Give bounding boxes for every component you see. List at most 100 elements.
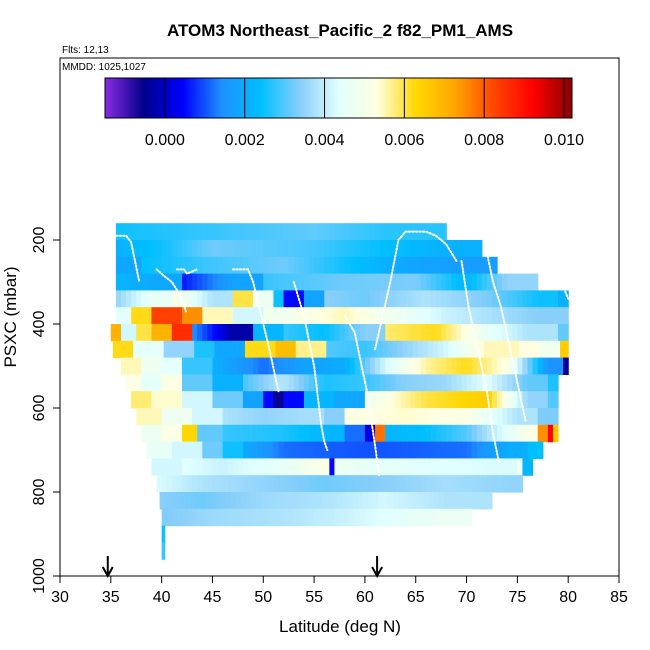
heatmap-cell xyxy=(451,324,457,342)
heatmap-cell xyxy=(415,391,422,409)
heatmap-cell xyxy=(166,408,173,426)
heatmap-cell xyxy=(446,475,452,493)
heatmap-cell xyxy=(497,290,503,308)
heatmap-cell xyxy=(517,324,524,342)
heatmap-cell xyxy=(224,340,231,359)
heatmap-cell xyxy=(227,324,234,342)
heatmap-cell xyxy=(197,273,203,291)
heatmap-cell xyxy=(237,475,244,493)
heatmap-cell xyxy=(190,492,196,510)
heatmap-cell xyxy=(385,256,391,275)
heatmap-cell xyxy=(380,223,386,241)
heatmap-cell xyxy=(339,357,346,375)
heatmap-cell xyxy=(502,374,508,392)
heatmap-cell xyxy=(344,458,351,476)
x-tick-label: 70 xyxy=(458,589,476,606)
heatmap-cell xyxy=(491,324,498,342)
heatmap-cell xyxy=(242,256,249,275)
heatmap-cell xyxy=(248,324,254,342)
heatmap-cell xyxy=(334,324,341,342)
heatmap-cell xyxy=(359,290,366,308)
heatmap-cell xyxy=(547,307,554,325)
heatmap-cell xyxy=(537,441,544,459)
heatmap-cell xyxy=(217,357,224,375)
heatmap-cell xyxy=(192,324,198,342)
heatmap-cell xyxy=(405,475,412,493)
heatmap-cell xyxy=(461,508,468,527)
heatmap-cell xyxy=(436,273,442,291)
heatmap-cell xyxy=(527,391,534,409)
heatmap-cell xyxy=(232,374,239,392)
heatmap-cell xyxy=(390,273,396,291)
heatmap-cell xyxy=(488,340,495,359)
y-tick-label: 800 xyxy=(31,479,48,506)
heatmap-cell xyxy=(176,458,183,476)
heatmap-cell xyxy=(410,508,417,527)
heatmap-cell xyxy=(549,340,556,359)
heatmap-cell xyxy=(156,408,163,426)
heatmap-cell xyxy=(349,424,356,443)
heatmap-cell xyxy=(176,408,183,426)
heatmap-cell xyxy=(268,324,275,342)
heatmap-cell xyxy=(443,340,449,359)
heatmap-cell xyxy=(171,240,178,258)
heatmap-cell xyxy=(461,374,468,392)
heatmap-cell xyxy=(441,408,447,426)
heatmap-cell xyxy=(253,374,259,392)
heatmap-cell xyxy=(237,307,244,325)
heatmap-cell xyxy=(324,458,330,476)
heatmap-cell xyxy=(309,391,315,409)
heatmap-cell xyxy=(395,508,402,527)
heatmap-cell xyxy=(532,424,539,443)
heatmap-cell xyxy=(380,424,386,443)
heatmap-cell xyxy=(199,340,205,359)
heatmap-cell xyxy=(141,374,147,392)
heatmap-cell xyxy=(263,391,269,409)
heatmap-cell xyxy=(354,424,361,443)
heatmap-cell xyxy=(329,424,336,443)
heatmap-cell xyxy=(507,424,513,443)
heatmap-cell xyxy=(273,408,280,426)
heatmap-cell xyxy=(436,475,442,493)
heatmap-cell xyxy=(552,424,559,443)
heatmap-cell xyxy=(405,441,412,459)
heatmap-cell xyxy=(217,424,224,443)
heatmap-cell xyxy=(171,223,178,241)
heatmap-cell xyxy=(537,307,544,325)
heatmap-cell xyxy=(268,508,275,527)
heatmap-cell xyxy=(380,475,386,493)
heatmap-cell xyxy=(356,340,363,359)
heatmap-cell xyxy=(415,508,422,527)
heatmap-cell xyxy=(507,475,513,493)
heatmap-cell xyxy=(268,458,275,476)
heatmap-cell xyxy=(278,508,285,527)
heatmap-cell xyxy=(192,508,198,527)
heatmap-cell xyxy=(136,357,142,375)
heatmap-cell xyxy=(329,290,336,308)
heatmap-cell xyxy=(166,290,173,308)
heatmap-cell xyxy=(309,290,315,308)
heatmap-cell xyxy=(349,273,356,291)
heatmap-cell xyxy=(319,240,325,258)
x-tick-label: 45 xyxy=(204,589,222,606)
heatmap-cell xyxy=(309,424,315,443)
heatmap-cell xyxy=(446,441,452,459)
heatmap-cell xyxy=(303,240,310,258)
heatmap-cell xyxy=(527,290,534,308)
heatmap-cell xyxy=(136,223,142,241)
heatmap-cell xyxy=(349,290,356,308)
heatmap-cell xyxy=(212,441,219,459)
heatmap-cell xyxy=(156,424,163,443)
heatmap-cell xyxy=(451,391,457,409)
heatmap-cell xyxy=(436,290,442,308)
heatmap-cell xyxy=(141,357,147,375)
heatmap-cell xyxy=(242,475,249,493)
heatmap-cell xyxy=(273,475,280,493)
heatmap-cell xyxy=(283,391,290,409)
heatmap-cell xyxy=(120,290,127,308)
heatmap-cell xyxy=(329,475,336,493)
heatmap-cell xyxy=(293,290,300,308)
heatmap-cell xyxy=(314,357,320,375)
heatmap-cell xyxy=(552,391,559,409)
heatmap-cell xyxy=(222,458,229,476)
